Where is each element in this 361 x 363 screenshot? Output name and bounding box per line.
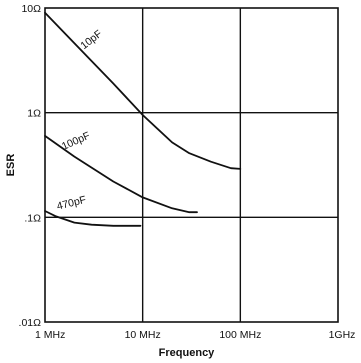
- label-layer: 1 MHz 10 MHz 100 MHz 1GHz 10Ω 1Ω .1Ω .01Ω Freque…: [5, 3, 355, 359]
- plot-frame: [44, 7, 339, 323]
- x-tick-label: 1GHz: [329, 329, 356, 341]
- y-tick-label: 1Ω: [27, 108, 41, 120]
- x-tick-label: 10 MHz: [125, 329, 161, 341]
- y-tick-label: .1Ω: [24, 212, 41, 224]
- series-label-470pf: 470pF: [56, 194, 88, 213]
- series-label-100pf: 100pF: [60, 130, 92, 153]
- series-label-10pf: 10pF: [78, 28, 104, 52]
- series-line-10pf: [44, 11, 242, 170]
- y-tick-label: .01Ω: [19, 317, 42, 329]
- x-tick-label: 1 MHz: [35, 329, 65, 341]
- x-tick-label: 100 MHz: [219, 329, 261, 341]
- y-axis-label: ESR: [5, 154, 17, 177]
- grid-layer: [44, 7, 339, 323]
- y-tick-label: 10Ω: [21, 3, 41, 15]
- curve-layer: [44, 11, 242, 227]
- series-line-470pf: [44, 210, 142, 227]
- x-axis-label: Frequency: [159, 347, 216, 359]
- series-line-100pf: [44, 135, 198, 214]
